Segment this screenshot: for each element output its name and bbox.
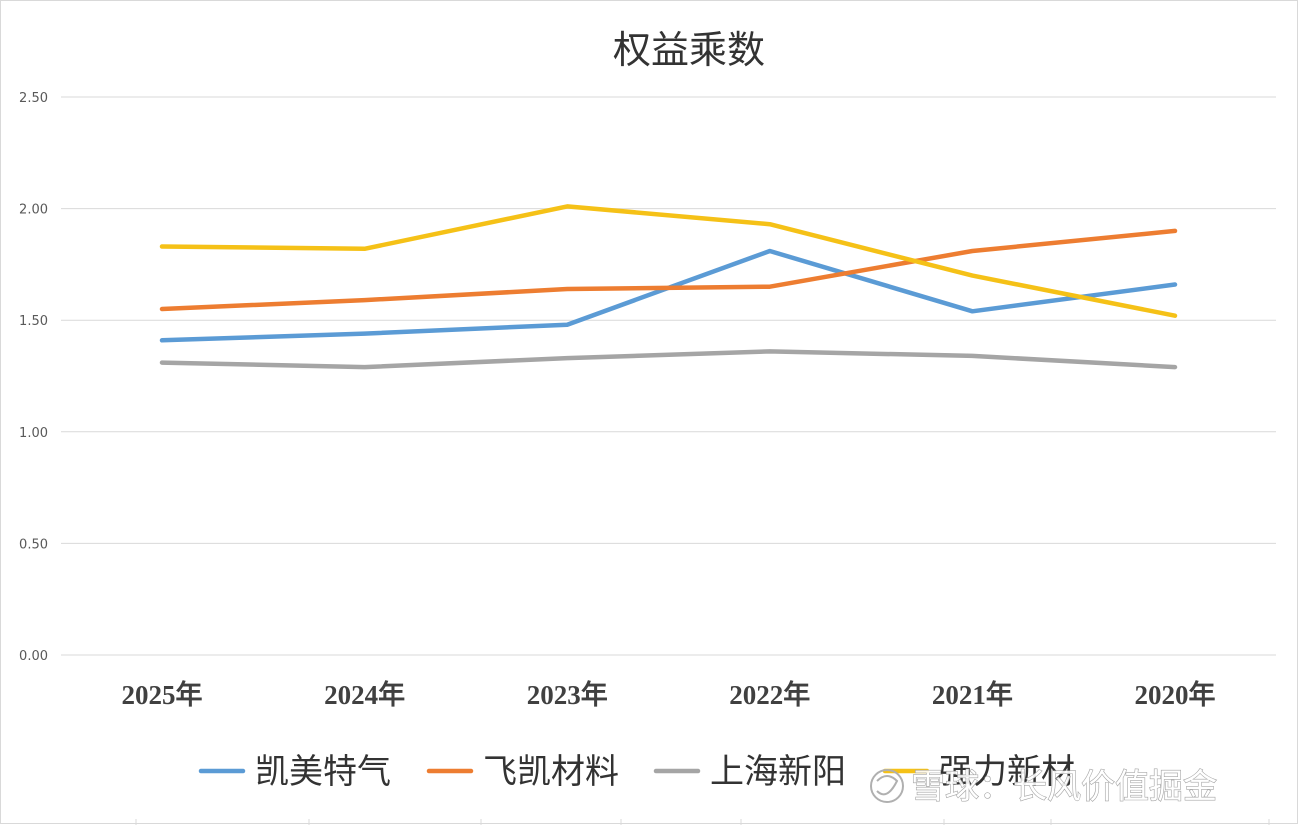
legend-item: 飞凯材料 (426, 752, 619, 792)
y-tick-label: 2.00 (19, 203, 48, 218)
x-tick-label: 2024年 (324, 679, 405, 710)
y-tick-label: 2.50 (19, 91, 48, 106)
legend-item: 凯美特气 (198, 752, 391, 792)
x-tick-label: 2021年 (932, 679, 1013, 710)
x-axis: 2025年 2024年 2023年 2022年 2021年 2020年 (122, 679, 1270, 825)
legend: 凯美特气 飞凯材料 上海新阳 强力新材 (198, 752, 1075, 792)
series-line-3 (159, 349, 1178, 370)
x-tick-label: 2025年 (122, 679, 203, 710)
watermark: 雪球：长风价值掘金 (870, 766, 1218, 808)
legend-item: 强力新材 (882, 752, 1075, 792)
series-line-2 (159, 228, 1178, 312)
y-tick-label: 0.50 (19, 537, 48, 552)
xueqiu-logo-icon (870, 769, 904, 803)
legend-label: 飞凯材料 (483, 752, 619, 792)
series-line-1 (159, 248, 1178, 343)
x-tick-label: 2020年 (1135, 679, 1216, 710)
chart-title: 权益乘数 (613, 28, 765, 72)
watermark-text: 雪球：长风价值掘金 (911, 767, 1217, 807)
legend-label: 凯美特气 (255, 752, 391, 792)
legend-item: 上海新阳 (653, 752, 846, 792)
series-line-4 (159, 204, 1178, 318)
y-axis: 0.00 0.50 1.00 1.50 2.00 2.50 (19, 91, 48, 664)
series-layer (159, 204, 1178, 370)
legend-label: 强力新材 (939, 752, 1075, 792)
grid-layer (61, 96, 1276, 656)
x-tick-label: 2022年 (729, 679, 810, 710)
x-tick-label: 2023年 (527, 679, 608, 710)
legend-label: 上海新阳 (710, 752, 846, 792)
y-tick-label: 1.00 (19, 426, 48, 441)
y-tick-label: 1.50 (19, 314, 48, 329)
y-tick-label: 0.00 (19, 649, 48, 664)
